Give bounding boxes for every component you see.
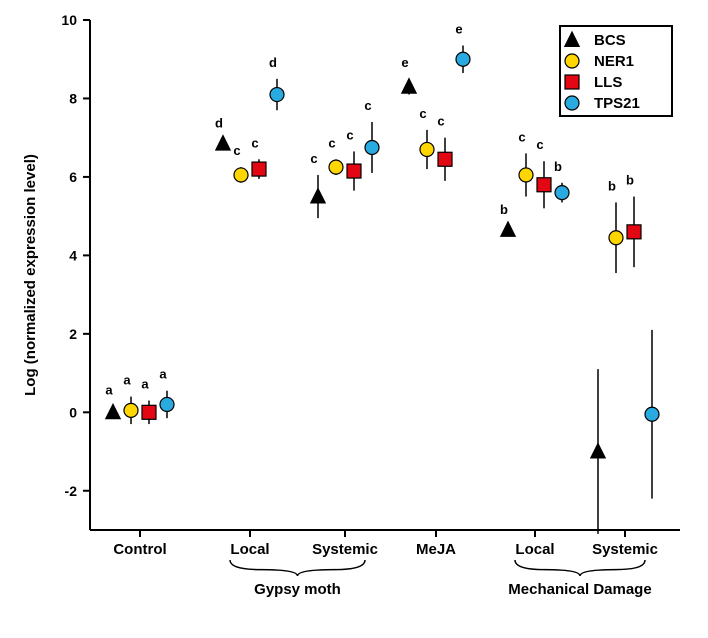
point-letter: b [626, 173, 634, 188]
x-category-label: Systemic [312, 541, 378, 558]
data-point [438, 152, 452, 166]
point-letter: c [536, 137, 543, 152]
point-letter: e [401, 55, 408, 70]
point-letter: a [141, 377, 149, 392]
data-point [645, 407, 659, 421]
legend-marker [565, 54, 579, 68]
data-point [456, 52, 470, 66]
legend-label: TPS21 [594, 95, 640, 112]
data-point [609, 231, 623, 245]
point-letter: c [233, 143, 240, 158]
legend-marker [565, 96, 579, 110]
point-letter: c [346, 127, 353, 142]
data-point [420, 142, 434, 156]
legend-marker [565, 75, 579, 89]
legend-label: NER1 [594, 53, 634, 70]
y-tick-label: 4 [69, 247, 77, 263]
data-point [142, 405, 156, 419]
point-letter: b [500, 202, 508, 217]
point-letter: d [215, 116, 223, 131]
data-point [519, 168, 533, 182]
data-point [252, 162, 266, 176]
point-letter: c [310, 151, 317, 166]
data-point [160, 397, 174, 411]
point-letter: c [437, 114, 444, 129]
brace-label: Mechanical Damage [508, 581, 651, 598]
point-letter: d [269, 55, 277, 70]
point-letter: a [123, 373, 131, 388]
expression-chart: -2 0 2 4 6 8 10 Log (normalized expression leve… [0, 0, 708, 638]
brace-label: Gypsy moth [254, 581, 341, 598]
y-tick-label: 2 [69, 326, 77, 342]
point-letter: c [328, 135, 335, 150]
point-letter: a [159, 367, 167, 382]
y-tick-label: 6 [69, 169, 77, 185]
point-letter: a [105, 382, 113, 397]
legend-label: LLS [594, 74, 622, 91]
legend-label: BCS [594, 32, 626, 49]
point-letter: c [364, 98, 371, 113]
x-category-label: Local [230, 541, 269, 558]
x-category-label: Systemic [592, 541, 658, 558]
point-letter: c [251, 135, 258, 150]
data-point [537, 178, 551, 192]
x-category-label: Control [113, 541, 166, 558]
data-point [627, 225, 641, 239]
data-point [124, 403, 138, 417]
y-axis-title: Log (normalized expression level) [22, 154, 39, 396]
data-point [329, 160, 343, 174]
point-letter: c [419, 106, 426, 121]
point-letter: c [518, 129, 525, 144]
x-category-label: MeJA [416, 541, 456, 558]
data-point [555, 186, 569, 200]
y-tick-label: -2 [65, 483, 78, 499]
y-tick-label: 8 [69, 90, 77, 106]
data-point [234, 168, 248, 182]
point-letter: b [554, 159, 562, 174]
data-point [365, 141, 379, 155]
y-tick-label: 10 [61, 12, 77, 28]
data-point [270, 88, 284, 102]
point-letter: b [608, 178, 616, 193]
chart-svg: -2 0 2 4 6 8 10 Log (normalized expression leve… [0, 0, 708, 638]
y-tick-label: 0 [69, 404, 77, 420]
data-point [347, 164, 361, 178]
x-category-label: Local [515, 541, 554, 558]
point-letter: e [455, 22, 462, 37]
